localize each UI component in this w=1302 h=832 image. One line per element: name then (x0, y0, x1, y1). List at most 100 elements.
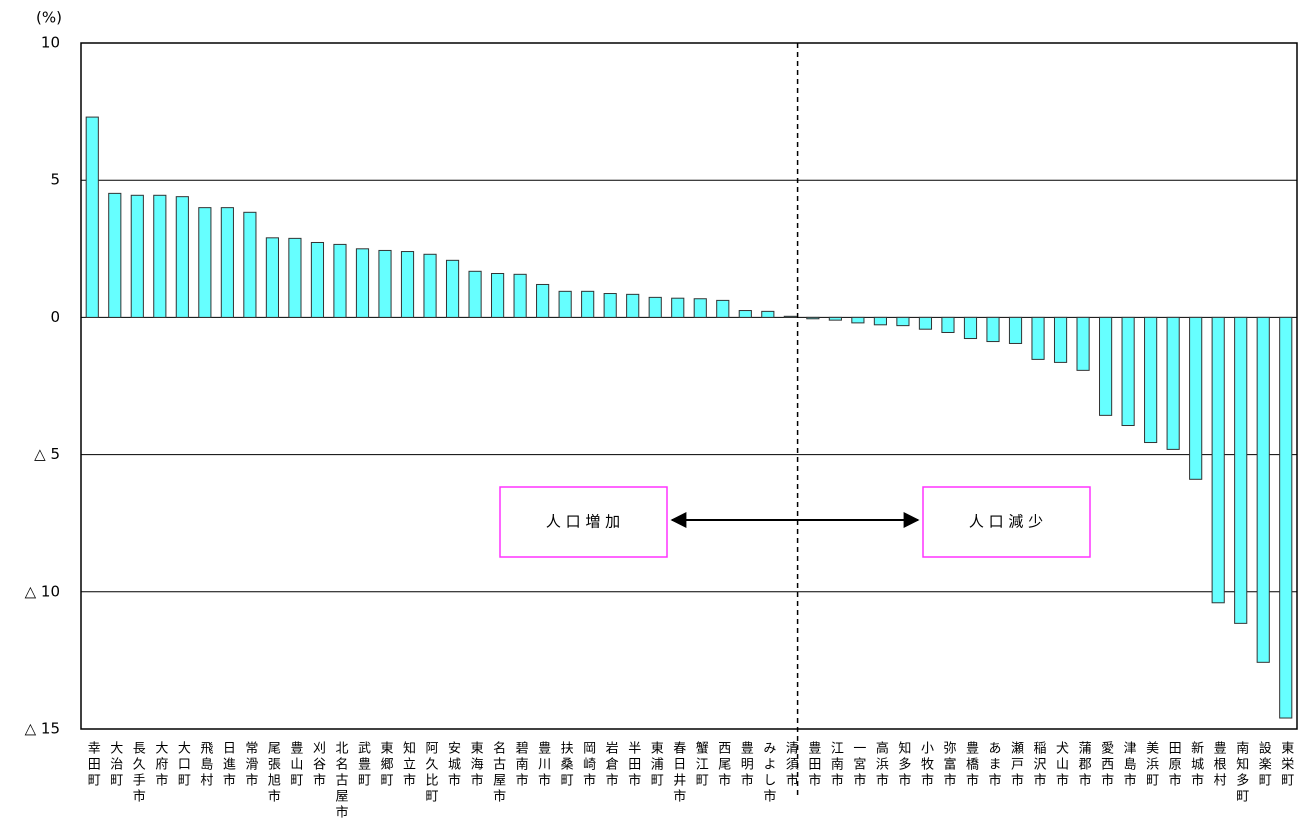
y-tick-label: △ 5 (34, 445, 60, 463)
y-tick-label: 10 (41, 34, 60, 52)
bar (333, 243, 347, 318)
bar (581, 290, 595, 318)
bar (1211, 316, 1225, 604)
bar (941, 316, 955, 333)
bar (243, 211, 257, 318)
x-tick-label: 豊明市 (738, 741, 754, 789)
x-tick-label: 豊川市 (535, 741, 551, 789)
x-tick-label: 飛島村 (197, 741, 213, 789)
x-tick-label: 愛西市 (1098, 741, 1114, 789)
bar (1076, 316, 1090, 371)
bar (468, 270, 482, 318)
y-tick-label: △ 15 (25, 720, 60, 738)
x-tick-label: 清須市 (783, 741, 799, 789)
bar (761, 310, 775, 318)
x-tick-label: 大治町 (107, 741, 123, 789)
bar (693, 298, 707, 318)
bar (288, 237, 302, 318)
x-tick-label: 高浜市 (873, 740, 889, 789)
bar (896, 316, 910, 327)
y-tick-label: 0 (50, 308, 60, 326)
x-tick-label: 春日井市 (670, 741, 686, 805)
x-tick-label: 西尾市 (715, 741, 731, 789)
x-tick-label: 美浜町 (1143, 741, 1159, 789)
bar (918, 316, 933, 330)
x-tick-label: 常滑市 (242, 741, 258, 789)
annotation: 人 口 減 少 (969, 513, 1043, 531)
x-tick-label: 津島市 (1121, 741, 1137, 789)
bar (603, 293, 617, 318)
bar (648, 296, 662, 318)
bar (1279, 316, 1293, 719)
bar (265, 237, 279, 318)
bar (851, 316, 865, 324)
annotation-box (922, 486, 1091, 558)
x-tick-label: 江南市 (828, 741, 844, 789)
x-tick-label: 日進市 (220, 741, 236, 789)
y-tick-label: △ 10 (25, 582, 60, 600)
bar (738, 310, 752, 318)
bar (1053, 316, 1068, 363)
x-tick-label: 知立市 (400, 740, 416, 789)
x-tick-label: 一宮市 (850, 741, 866, 789)
bar (445, 259, 460, 318)
x-tick-label: 東浦町 (648, 740, 664, 789)
bar (671, 297, 685, 318)
bar (1099, 316, 1113, 416)
x-tick-label: 東栄町 (1278, 740, 1294, 789)
x-tick-label: 安城市 (445, 741, 461, 789)
bar (355, 248, 370, 318)
bar (423, 253, 437, 318)
x-tick-label: 田原市 (1166, 741, 1182, 789)
bar (175, 196, 189, 318)
annotation: 人 口 増 加 (546, 513, 620, 531)
bar (491, 272, 505, 318)
bar (716, 299, 730, 318)
bar (536, 283, 550, 318)
x-tick-label: 蒲郡市 (1076, 741, 1092, 789)
bar (1234, 316, 1248, 624)
bar (1121, 316, 1135, 427)
bar (1008, 316, 1023, 344)
bar (513, 273, 527, 318)
x-tick-label: 尾張旭市 (265, 741, 281, 805)
x-tick-label: 半田市 (625, 741, 641, 789)
x-tick-label: 碧南市 (513, 741, 529, 789)
bar (873, 316, 887, 326)
x-tick-label: 阿久比町 (423, 741, 439, 805)
x-tick-label: 豊根村 (1211, 741, 1227, 789)
x-tick-label: 弥富市 (940, 740, 956, 789)
bar (963, 316, 978, 340)
bar (130, 194, 144, 318)
x-tick-label: 知多市 (895, 740, 911, 789)
bar (1031, 316, 1045, 360)
x-tick-label: 新城市 (1188, 740, 1204, 789)
x-tick-label: 豊橋市 (963, 741, 979, 789)
x-tick-label: 蟹江町 (693, 741, 709, 789)
bar (108, 192, 122, 318)
bar (85, 116, 99, 318)
bar (986, 316, 1000, 343)
x-tick-label: 扶桑町 (558, 741, 574, 789)
y-tick-label: 5 (50, 171, 60, 189)
x-tick-label: 稲沢市 (1031, 741, 1047, 789)
bar (1189, 316, 1203, 480)
bar (1256, 316, 1270, 663)
x-tick-label: 岡崎市 (580, 741, 596, 789)
bar (1144, 316, 1158, 444)
x-tick-label: 設楽町 (1256, 740, 1272, 789)
bar (558, 290, 572, 318)
x-tick-label: 大口町 (175, 741, 191, 789)
bar (400, 251, 415, 318)
bar (806, 316, 820, 320)
x-tick-label: 大府市 (152, 741, 168, 789)
bar (1166, 316, 1180, 450)
x-tick-label: 豊山町 (287, 741, 303, 789)
x-tick-label: 小牧市 (918, 741, 934, 789)
x-tick-label: 東海市 (468, 740, 484, 789)
bar (198, 207, 212, 318)
x-tick-label: 名古屋市 (490, 740, 506, 805)
x-tick-label: 武豊町 (355, 741, 371, 789)
bar (378, 249, 392, 318)
x-tick-label: 瀬戸市 (1008, 741, 1024, 789)
